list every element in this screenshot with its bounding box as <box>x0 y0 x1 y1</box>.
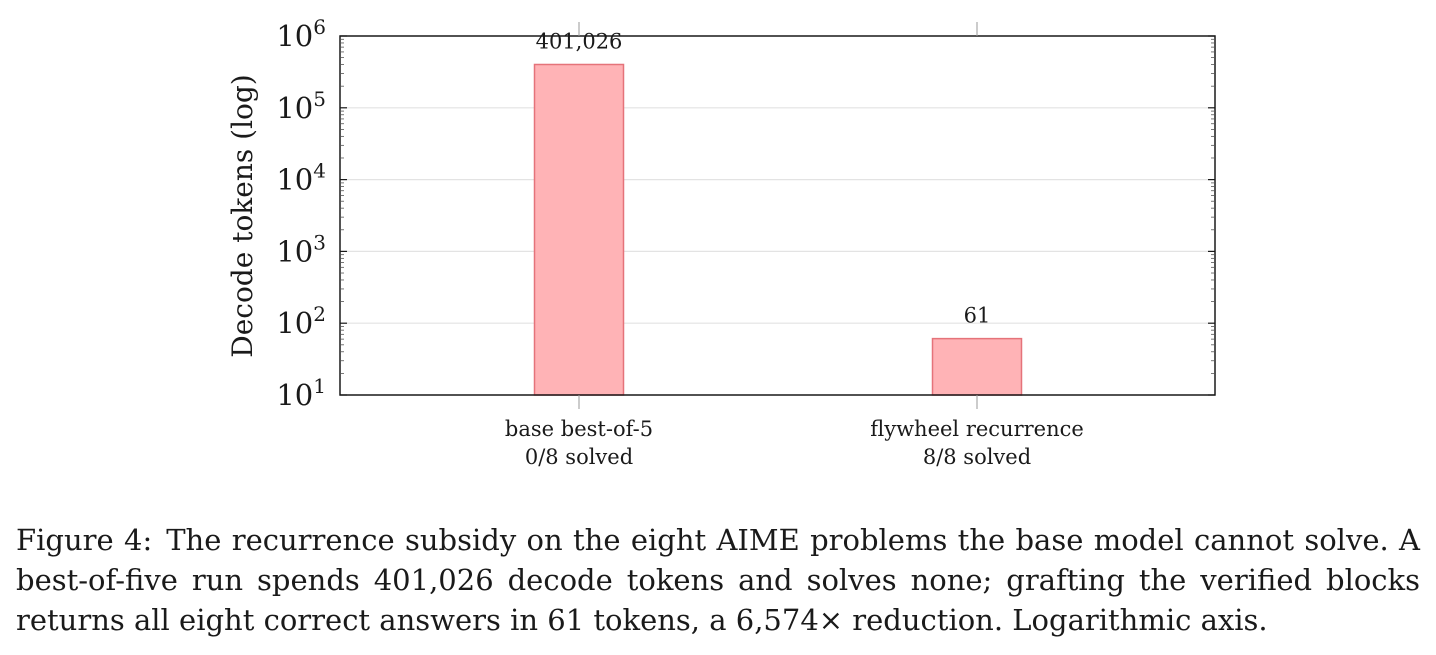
category-sublabel: 8/8 solved <box>923 445 1031 469</box>
axis-labels: 101 102 103 104 105 106 401,026 base best-of-5 0… <box>276 15 1083 469</box>
plot-frame <box>339 35 1216 396</box>
bars <box>533 63 1023 396</box>
caption-text: The recurrence subsidy on the eight AIME… <box>16 523 1420 637</box>
y-axis-label: Decode tokens (log) <box>226 74 259 358</box>
figure-label: Figure 4: <box>16 523 153 557</box>
grid-lines <box>340 35 1215 396</box>
y-tick-label: 104 <box>276 159 326 197</box>
category-label: base best-of-5 <box>505 417 653 441</box>
data-label: 401,026 <box>536 29 623 53</box>
y-tick-label: 101 <box>276 374 326 412</box>
axis-ticks <box>340 22 1215 409</box>
bar <box>931 337 1023 396</box>
y-tick-label: 102 <box>276 302 326 340</box>
y-tick-label: 103 <box>276 230 326 268</box>
category-label: flywheel recurrence <box>870 417 1084 441</box>
y-tick-label: 105 <box>276 87 326 125</box>
y-tick-label: 106 <box>276 15 326 53</box>
bar <box>533 63 625 396</box>
figure-caption: Figure 4: The recurrence subsidy on the e… <box>16 520 1420 640</box>
bar-chart: 101 102 103 104 105 106 401,026 base best-of-5 0… <box>226 15 1216 469</box>
data-label: 61 <box>964 304 991 328</box>
category-sublabel: 0/8 solved <box>525 445 633 469</box>
